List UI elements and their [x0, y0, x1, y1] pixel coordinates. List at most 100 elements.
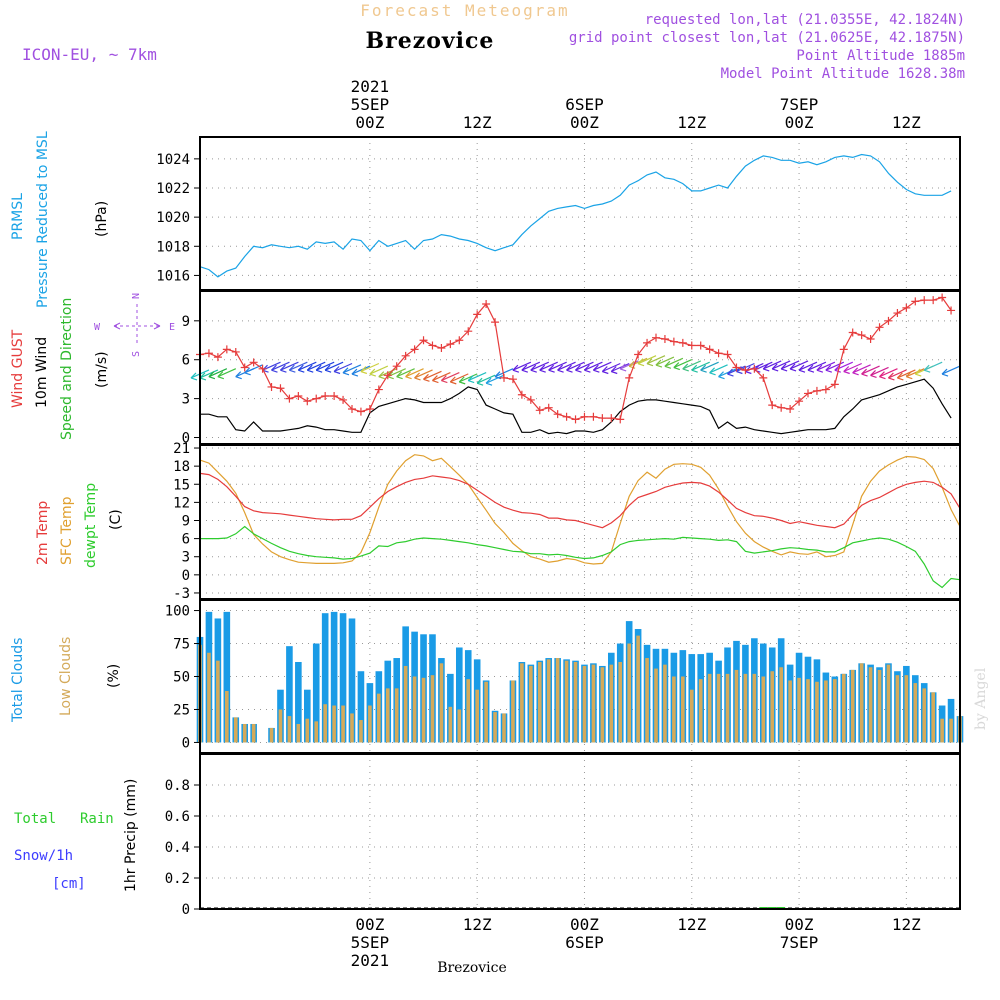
wind-arrow-head	[735, 366, 743, 375]
wind-direction-arrow	[297, 361, 317, 373]
wind-arrow-shaft	[637, 355, 657, 365]
wind-arrow-shaft	[906, 368, 925, 378]
wind-arrow-head	[923, 364, 931, 373]
wind-direction-arrow	[691, 361, 710, 373]
low-cloud-bar	[797, 677, 801, 743]
low-cloud-bar	[904, 675, 909, 743]
low-cloud-bar	[475, 689, 479, 743]
wind-gust-marker	[303, 397, 312, 406]
low-cloud-bar	[305, 718, 310, 743]
wind-arrow-head	[431, 375, 439, 384]
bottom-axis-time: 12Z	[892, 915, 921, 934]
wind-gust-marker	[768, 401, 777, 410]
wind-arrow-shaft	[369, 365, 389, 375]
wind-direction-arrow	[583, 361, 603, 373]
wind-arrow-shaft	[450, 373, 469, 383]
low-cloud-bar	[877, 669, 882, 743]
wind-arrow-shaft	[530, 361, 550, 371]
wind-arrow-shaft	[441, 372, 460, 382]
clouds-unit-label: (%)	[106, 664, 122, 688]
bottom-axis-time: 12Z	[463, 915, 492, 934]
wind-arrow-head	[861, 368, 868, 377]
wind-arrow-shaft	[646, 355, 666, 365]
prmsl-label: PRMSL	[10, 193, 26, 240]
top-axis-time: 00Z	[785, 113, 814, 132]
wind-direction-arrow	[530, 361, 550, 373]
low-cloud-bar	[734, 669, 739, 743]
wind-gust-marker	[535, 406, 544, 415]
wind-ytick-label: 3	[182, 392, 190, 408]
low-cloud-bar	[627, 643, 631, 743]
grid-layer	[200, 137, 960, 910]
wind-arrow-head	[780, 363, 788, 372]
low-cloud-bar	[457, 709, 462, 743]
low-cloud-bar	[895, 675, 900, 743]
tick-layer: 101610181020102210240369-303691215182102…	[156, 77, 921, 970]
low-cloud-bar	[323, 704, 327, 743]
wind-arrow-shaft	[673, 359, 693, 369]
wind-direction-arrow	[780, 360, 800, 372]
wind-arrow-head	[709, 367, 716, 376]
wind-arrow-shaft	[700, 361, 719, 371]
wind-gust-marker	[365, 404, 374, 413]
top-axis-time: 00Z	[570, 113, 599, 132]
wind-gust-marker	[723, 350, 732, 359]
wind-arrow-head	[306, 364, 314, 373]
low-cloud-bar	[368, 705, 372, 743]
wind-arrow-head	[440, 375, 448, 384]
wind-gust-marker	[634, 350, 643, 359]
wind-arrow-head	[539, 364, 546, 373]
cloud-labels: Total Clouds Low Clouds (%)	[10, 637, 122, 723]
bottom-axis-time: 00Z	[570, 915, 599, 934]
precip-panel-frame	[199, 753, 961, 910]
prmsl-unit-label: (hPa)	[94, 201, 110, 237]
wind-arrow-head	[601, 366, 609, 375]
wind-gust-marker	[526, 395, 535, 404]
wind-direction-arrow	[825, 361, 845, 373]
total-cloud-bar	[321, 613, 329, 743]
wind-gust-marker	[339, 395, 348, 404]
low-cloud-bar	[421, 677, 426, 743]
prmsl-ytick-label: 1020	[156, 210, 190, 226]
wind-direction-arrow	[852, 364, 871, 376]
wind-arrow-shaft	[539, 361, 558, 371]
low-cloud-bar	[439, 663, 444, 743]
wind-gust-marker	[428, 341, 437, 350]
low-cloud-bar	[332, 705, 336, 743]
low-cloud-bar	[654, 668, 658, 743]
wind-arrow-head	[566, 364, 573, 373]
wind-gust-marker	[732, 363, 741, 372]
wind-gust-marker	[455, 336, 464, 345]
wind-gust-marker	[777, 403, 786, 412]
cm-label: [cm]	[52, 876, 86, 892]
wind-gust-marker	[473, 310, 482, 319]
low-cloud-bar	[761, 676, 766, 743]
temp-ytick-label: 12	[173, 495, 190, 511]
wind-arrow-head	[718, 371, 725, 380]
top-axis-time: 00Z	[355, 113, 384, 132]
wind-gust-marker	[213, 353, 222, 362]
low-cloud-bar	[430, 675, 435, 743]
low-cloud-bar	[412, 676, 417, 743]
wind-arrow-shaft	[208, 368, 228, 378]
wind-arrow-head	[762, 363, 770, 372]
wind-arrow-head	[297, 364, 305, 373]
wind-gust-marker	[258, 364, 267, 373]
wind-direction-arrow	[360, 362, 380, 375]
wind-direction-arrow	[905, 368, 925, 380]
wind-arrow-head	[637, 358, 645, 367]
bottom-axis-time: 00Z	[355, 915, 384, 934]
low-cloud-bar	[859, 663, 864, 743]
location-title: Brezovice	[366, 28, 495, 54]
wind-arrow-head	[423, 373, 430, 382]
wind-gust-marker	[759, 373, 768, 382]
low-cloud-bar	[403, 665, 408, 743]
prmsl-ytick-label: 1016	[156, 268, 190, 284]
wind-gust-marker	[508, 375, 517, 384]
low-cloud-bar	[815, 681, 819, 743]
wind-arrow-head	[512, 364, 520, 373]
low-cloud-bar	[922, 688, 927, 743]
wind-arrow-head	[628, 360, 636, 369]
wind-gust-marker	[652, 333, 660, 342]
low-cloud-bar	[663, 664, 667, 743]
